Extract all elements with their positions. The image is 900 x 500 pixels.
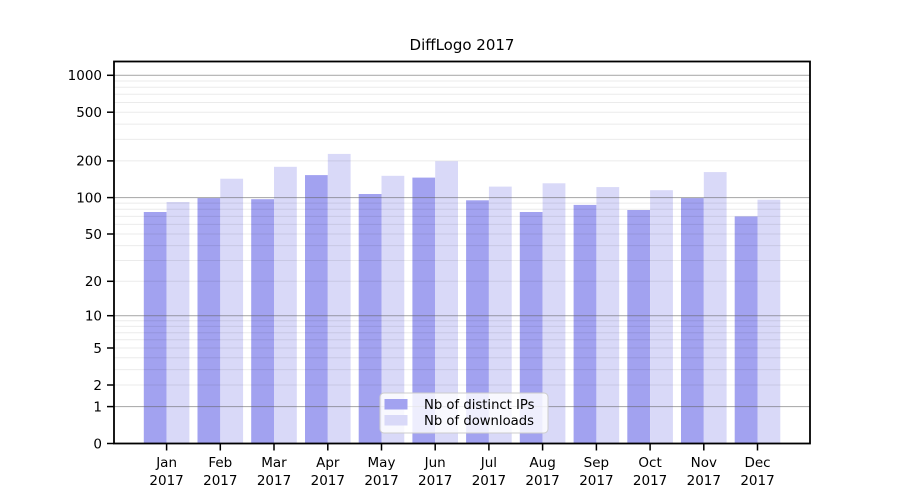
- x-tick-label-year: 2017: [311, 473, 345, 489]
- y-tick-label: 1: [93, 399, 102, 415]
- x-tick-label-year: 2017: [149, 473, 183, 489]
- y-tick-label: 500: [76, 105, 102, 121]
- x-tick-label-month: Jul: [480, 455, 497, 471]
- bar-feb-downloads: [220, 178, 244, 444]
- x-tick-label-year: 2017: [579, 473, 613, 489]
- grid-minor-layer: [114, 80, 810, 386]
- legend: Nb of distinct IPs Nb of downloads: [379, 392, 549, 434]
- x-tick-label-year: 2017: [740, 473, 774, 489]
- x-tick-label-month: Nov: [691, 455, 717, 471]
- bar-oct-distinct-ips: [627, 210, 651, 444]
- x-tick-label-month: Feb: [208, 455, 232, 471]
- bar-jun-downloads: [435, 161, 458, 444]
- bar-dec-downloads: [757, 199, 781, 444]
- bar-jul-distinct-ips: [466, 200, 489, 444]
- bar-feb-distinct-ips: [197, 198, 221, 444]
- bar-jul-downloads: [488, 186, 512, 444]
- bar-mar-distinct-ips: [251, 199, 274, 444]
- x-tick-label-month: Apr: [316, 455, 340, 471]
- x-tick-label-year: 2017: [633, 473, 667, 489]
- legend-swatch-downloads: [384, 415, 408, 426]
- bar-dec-distinct-ips: [734, 216, 758, 444]
- x-tick-label-month: Oct: [638, 455, 661, 471]
- y-tick-label: 5: [93, 341, 102, 357]
- y-tick-label: 100: [76, 190, 102, 206]
- bar-aug-distinct-ips: [519, 212, 543, 444]
- bar-apr-downloads: [327, 153, 351, 444]
- legend-swatch-distinct-ips: [384, 399, 408, 410]
- legend-box: [379, 392, 549, 434]
- x-tick-label-year: 2017: [418, 473, 452, 489]
- x-tick-label-year: 2017: [687, 473, 721, 489]
- bar-may-distinct-ips: [358, 194, 382, 444]
- x-tick-label-month: Jun: [424, 455, 446, 471]
- bar-nov-downloads: [703, 172, 727, 444]
- x-tick-label-month: Aug: [529, 455, 555, 471]
- plot-border: [113, 60, 811, 445]
- bar-may-downloads: [381, 175, 405, 444]
- y-tick-label: 10: [85, 309, 102, 325]
- y-tick-label: 1000: [68, 68, 102, 84]
- bar-sep-distinct-ips: [573, 204, 597, 444]
- bar-aug-downloads: [542, 183, 566, 444]
- legend-label-distinct-ips: Nb of distinct IPs: [424, 398, 535, 413]
- x-tick-label-month: Sep: [584, 455, 609, 471]
- bar-nov-distinct-ips: [681, 198, 704, 444]
- y-tick-label: 50: [85, 227, 102, 243]
- bar-oct-downloads: [650, 190, 673, 444]
- x-tick-label-month: Mar: [261, 455, 287, 471]
- x-tick-label-month: May: [368, 455, 396, 471]
- x-axis-layer: Jan 2017 Feb 2017 Mar 2017 Apr 2017 May 2017 Jun 20…: [149, 443, 775, 489]
- x-tick-label-year: 2017: [472, 473, 506, 489]
- x-tick-label-year: 2017: [257, 473, 291, 489]
- y-axis-layer: 0 1 2 5 10 20 50 100 200 500 1000: [68, 68, 114, 452]
- chart-title: DiffLogo 2017: [410, 36, 515, 54]
- bars-layer: [143, 153, 781, 444]
- legend-label-downloads: Nb of downloads: [424, 414, 534, 429]
- bar-jan-distinct-ips: [143, 212, 167, 444]
- y-tick-label: 0: [93, 436, 102, 452]
- y-tick-label: 2: [93, 378, 102, 394]
- y-tick-label: 200: [76, 154, 102, 170]
- bar-mar-downloads: [274, 166, 297, 444]
- x-tick-label-month: Dec: [744, 455, 770, 471]
- bar-apr-distinct-ips: [305, 175, 328, 444]
- x-tick-label-year: 2017: [525, 473, 559, 489]
- x-tick-label-year: 2017: [364, 473, 398, 489]
- bar-jan-downloads: [166, 202, 190, 444]
- x-tick-label-year: 2017: [203, 473, 237, 489]
- x-tick-label-month: Jan: [155, 455, 177, 471]
- y-tick-label: 20: [85, 274, 102, 290]
- bar-jun-distinct-ips: [412, 177, 436, 444]
